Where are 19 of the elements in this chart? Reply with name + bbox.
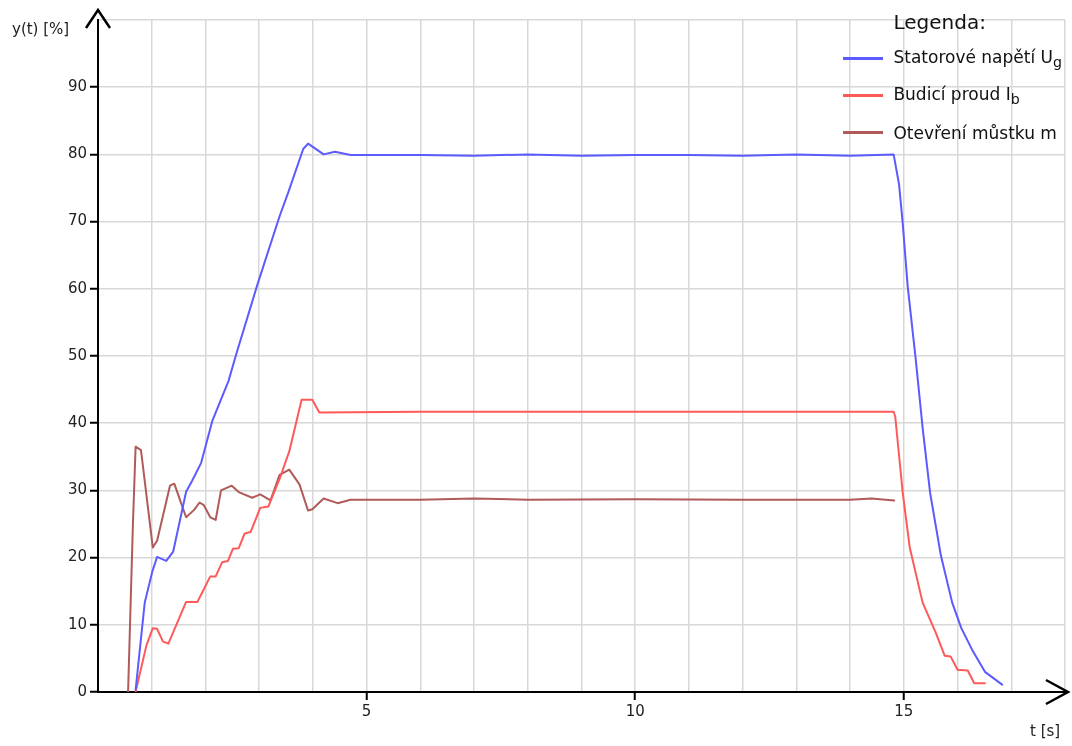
y-tick-label: 60 (67, 278, 87, 297)
x-tick-label: 5 (361, 701, 372, 720)
legend-label: Otevření můstku m (893, 122, 1057, 143)
legend-label: Budicí proud I$_{b}$ (893, 83, 1020, 108)
y-tick-label: 90 (67, 77, 87, 96)
y-tick-label: 40 (67, 413, 87, 432)
legend-title: Legenda: (893, 10, 987, 34)
y-axis-title: y(t) [%] (12, 20, 70, 38)
y-tick-label: 80 (67, 144, 87, 163)
y-tick-label: 30 (67, 480, 87, 499)
y-tick-label: 70 (67, 211, 87, 230)
x-axis-title: t [s] (1030, 722, 1061, 740)
y-tick-label: 0 (77, 681, 87, 700)
y-tick-label: 50 (67, 345, 87, 364)
legend-label: Statorové napětí U$_{g}$ (893, 46, 1062, 71)
y-tick-label: 20 (67, 547, 87, 566)
x-tick-label: 10 (625, 701, 645, 720)
x-tick-label: 15 (894, 701, 914, 720)
y-tick-label: 10 (67, 614, 87, 633)
